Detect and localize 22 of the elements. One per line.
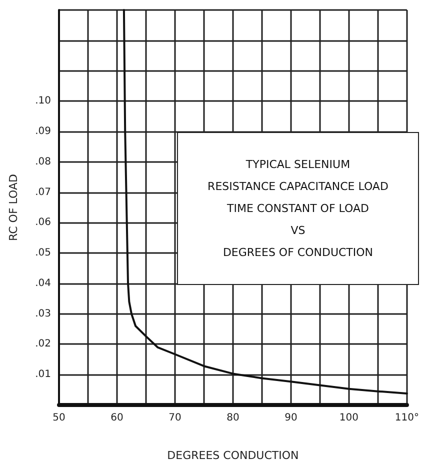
y-tick-label: .10 (35, 96, 51, 107)
text-box: TYPICAL SELENIUM RESISTANCE CAPACITANCE LOAD TIME CONSTANT OF LOAD VS DEGREES OF CONDUCTION (177, 132, 419, 285)
y-tick-label: .04 (35, 278, 51, 289)
y-tick-label: .07 (35, 186, 51, 198)
y-tick-label: .02 (35, 338, 51, 350)
x-tick-label: 50 (52, 412, 66, 424)
y-tick-label: .09 (35, 126, 51, 138)
text: TYPICAL SELENIUM RESISTANCE CAPACITANCE LOAD TIME CONSTANT OF LOAD VS DEGREES OF CONDUCTION (208, 156, 388, 260)
x-tick-label: 70 (168, 412, 182, 424)
x-tick-label: 110° (394, 412, 420, 424)
y-tick-label: .03 (35, 308, 51, 320)
x-tick-label: 80 (226, 412, 240, 424)
x-axis-title: DEGREES CONDUCTION (167, 449, 299, 462)
y-axis-title: RC OF LOAD (7, 174, 20, 241)
y-tick-label: .08 (35, 156, 51, 168)
y-tick-label: .01 (35, 369, 51, 380)
x-tick-label: 90 (284, 412, 298, 424)
x-tick-label: 100 (339, 412, 359, 424)
line-series (122, 9, 408, 394)
y-tick-label: .06 (35, 217, 51, 228)
x-tick-label: 60 (110, 412, 124, 424)
y-tick-label: .05 (35, 248, 51, 259)
